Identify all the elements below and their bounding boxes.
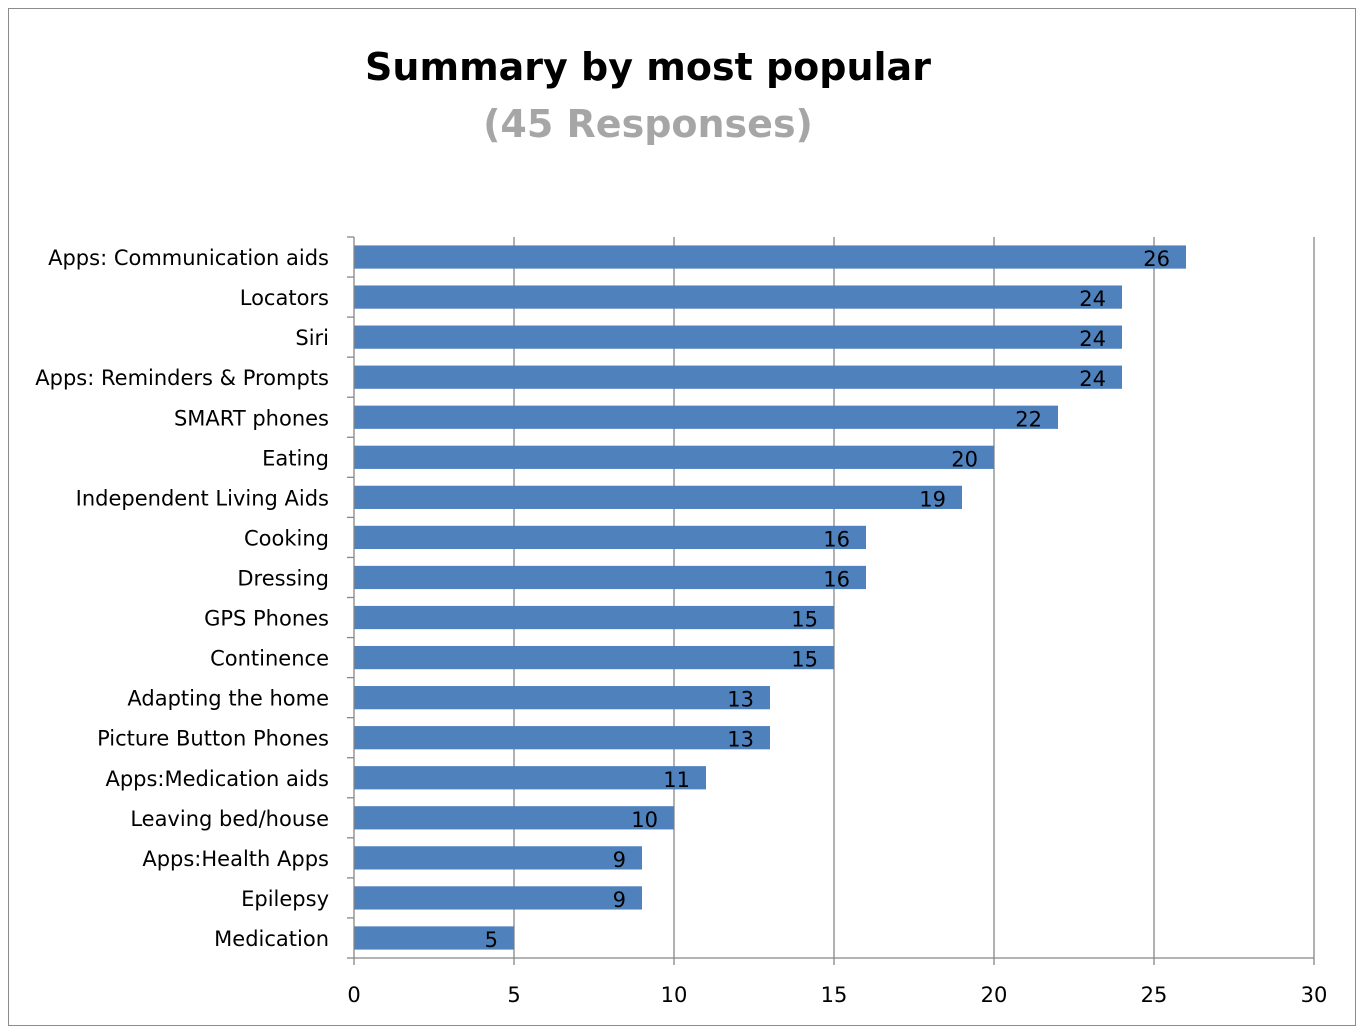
- data-label: 11: [663, 768, 690, 792]
- chart-title: Summary by most popular: [365, 45, 931, 89]
- x-tick-label: 30: [1301, 983, 1328, 1007]
- bar: [354, 405, 1058, 429]
- category-label: Cooking: [244, 526, 329, 550]
- category-label: Apps:Health Apps: [142, 847, 329, 871]
- x-tick-label: 20: [981, 983, 1008, 1007]
- axes: [347, 236, 1315, 965]
- data-label: 9: [613, 888, 626, 912]
- category-label: Medication: [214, 927, 329, 951]
- data-label: 9: [613, 848, 626, 872]
- category-label: Locators: [240, 286, 329, 310]
- data-label: 24: [1079, 287, 1106, 311]
- data-label: 20: [951, 447, 978, 471]
- x-tick-label: 0: [347, 983, 360, 1007]
- bar: [354, 365, 1122, 389]
- category-label: Dressing: [237, 566, 329, 590]
- category-label: Epilepsy: [241, 887, 329, 911]
- category-label: Independent Living Aids: [76, 486, 329, 510]
- bar: [354, 726, 770, 750]
- x-tick-label: 15: [821, 983, 848, 1007]
- bar: [354, 245, 1186, 269]
- bar: [354, 565, 866, 590]
- bar: [354, 686, 770, 710]
- category-label: Apps: Reminders & Prompts: [35, 366, 329, 390]
- data-label: 24: [1079, 327, 1106, 351]
- bar: [354, 525, 866, 550]
- category-label: Apps: Communication aids: [48, 246, 329, 270]
- bar: [354, 285, 1122, 309]
- category-labels: Apps: Communication aids Locators Siri Apps…: [35, 246, 329, 951]
- gridlines: [513, 237, 1315, 958]
- bar: [354, 806, 674, 830]
- x-tick-label: 5: [507, 983, 520, 1007]
- data-label: 13: [727, 728, 754, 752]
- data-label: 15: [791, 648, 818, 672]
- data-label: 13: [727, 688, 754, 712]
- category-label: GPS Phones: [204, 607, 329, 631]
- data-label: 10: [631, 808, 658, 832]
- category-label: Leaving bed/house: [130, 807, 329, 831]
- bar: [354, 445, 994, 469]
- bars: [354, 245, 1186, 950]
- data-label: 26: [1143, 247, 1170, 271]
- data-label: 16: [823, 527, 850, 551]
- category-label: Eating: [262, 446, 329, 470]
- category-label: Siri: [295, 326, 329, 350]
- bar: [354, 645, 834, 670]
- bar: [354, 886, 642, 910]
- chart-frame: [8, 8, 1356, 1026]
- category-label: Apps:Medication aids: [105, 767, 329, 791]
- category-label: Adapting the home: [127, 687, 329, 711]
- bar: [354, 846, 642, 870]
- data-label: 22: [1015, 407, 1042, 431]
- bar: [354, 325, 1122, 349]
- category-label: Picture Button Phones: [97, 727, 329, 751]
- bar: [354, 926, 514, 950]
- data-label: 19: [919, 487, 946, 511]
- x-axis-tick-labels: 0 5 10 15 20 25 30: [347, 983, 1327, 1007]
- data-label: 5: [485, 928, 498, 952]
- data-label: 24: [1079, 367, 1106, 391]
- bar: [354, 605, 834, 630]
- category-label: Continence: [210, 647, 329, 671]
- data-label: 16: [823, 567, 850, 591]
- x-tick-label: 25: [1141, 983, 1168, 1007]
- data-label: 15: [791, 608, 818, 632]
- x-tick-label: 10: [661, 983, 688, 1007]
- chart-subtitle: (45 Responses): [483, 102, 813, 146]
- bar: [354, 485, 962, 509]
- category-label: SMART phones: [174, 406, 329, 430]
- bar: [354, 766, 706, 790]
